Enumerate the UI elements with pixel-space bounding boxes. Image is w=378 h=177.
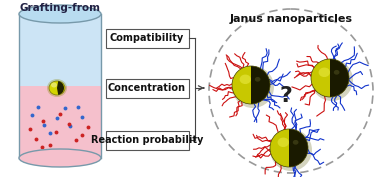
- Ellipse shape: [47, 79, 67, 97]
- Ellipse shape: [19, 149, 101, 167]
- Ellipse shape: [334, 70, 339, 75]
- Text: Compatibility: Compatibility: [110, 33, 184, 43]
- Wedge shape: [57, 81, 64, 95]
- Wedge shape: [330, 59, 349, 97]
- Ellipse shape: [255, 77, 260, 82]
- Text: ?: ?: [280, 86, 293, 106]
- FancyBboxPatch shape: [105, 79, 189, 98]
- Ellipse shape: [49, 81, 65, 95]
- Ellipse shape: [277, 138, 289, 147]
- Ellipse shape: [232, 66, 274, 108]
- Text: Concentration: Concentration: [108, 83, 186, 93]
- Ellipse shape: [293, 140, 299, 145]
- Wedge shape: [251, 66, 270, 104]
- Wedge shape: [289, 129, 308, 167]
- Text: Grafting-from: Grafting-from: [20, 3, 101, 13]
- Wedge shape: [311, 59, 330, 97]
- FancyBboxPatch shape: [105, 130, 189, 150]
- Wedge shape: [232, 66, 251, 104]
- Ellipse shape: [319, 68, 330, 77]
- Polygon shape: [19, 86, 101, 158]
- Ellipse shape: [19, 5, 101, 23]
- Wedge shape: [270, 129, 289, 167]
- Text: Reaction probability: Reaction probability: [91, 135, 203, 145]
- Ellipse shape: [240, 75, 251, 84]
- Ellipse shape: [51, 82, 57, 87]
- Polygon shape: [19, 14, 101, 86]
- FancyBboxPatch shape: [105, 28, 189, 47]
- Ellipse shape: [311, 59, 353, 101]
- Text: Janus nanoparticles: Janus nanoparticles: [229, 14, 353, 24]
- Ellipse shape: [270, 129, 312, 171]
